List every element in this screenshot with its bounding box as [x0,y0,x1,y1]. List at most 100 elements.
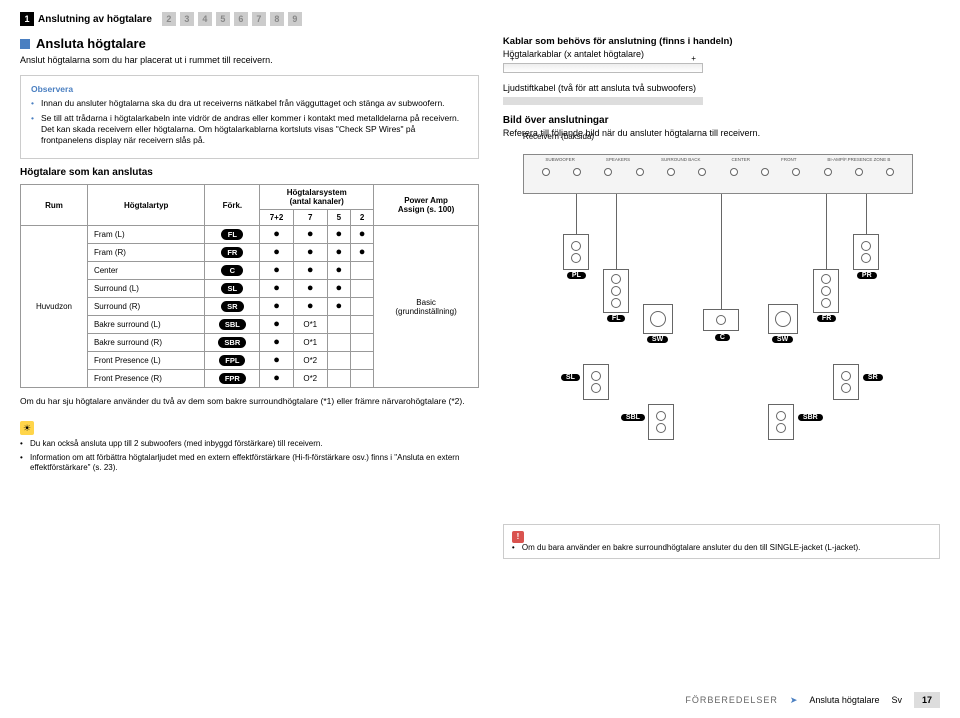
cell-dot: O*1 [293,316,327,334]
jack-icon [792,168,800,176]
step-label: Anslutning av högtalare [38,14,152,25]
wire [721,194,722,309]
jack-group: CENTER [732,157,751,162]
speaker-label-sw1: SW [647,336,668,343]
jack-icon [542,168,550,176]
cell-speaker-type: Fram (R) [87,244,205,262]
cell-dot: ● [327,280,350,298]
cell-speaker-type: Fram (L) [87,226,205,244]
cell-dot: ● [327,262,350,280]
speaker-abbr-tag: FR [221,247,243,258]
receiver-backpanel: SUBWOOFER SPEAKERS SURROUND BACK CENTER … [523,154,913,194]
connectable-heading: Högtalare som kan anslutas [20,167,479,178]
jack-icon [698,168,706,176]
th-subcol: 7+2 [260,210,294,226]
cell-dot [350,280,373,298]
cell-dot [350,316,373,334]
connection-diagram: Receivern (baksida) SUBWOOFER SPEAKERS S… [503,144,933,444]
cell-dot: ● [260,244,294,262]
speaker-pl [563,234,589,270]
cell-dot: ● [293,280,327,298]
footer-crumb-1: FÖRBEREDELSER [685,695,778,705]
cell-dot [327,334,350,352]
observera-note: Observera Innan du ansluter högtalarna s… [20,75,479,159]
cell-dot: ● [260,280,294,298]
pin-cable-label: Ljudstiftkabel (två för att ansluta två … [503,83,940,93]
jack-icon [573,168,581,176]
section-subtext: Anslut högtalarna som du har placerat ut… [20,55,479,65]
speaker-label-c: C [715,334,730,341]
wire [576,194,577,234]
speaker-abbr-tag: SBR [218,337,246,348]
cell-dot: ● [293,298,327,316]
cell-power-assign: Basic (grundinställning) [374,226,479,388]
speaker-abbr-tag: SL [221,283,243,294]
speaker-sbl [648,404,674,440]
speaker-pr [853,234,879,270]
cell-dot: ● [293,226,327,244]
cell-dot: ● [327,244,350,262]
speaker-abbr-tag: FPL [219,355,245,366]
cell-dot: ● [260,226,294,244]
wire [866,194,867,234]
speaker-sbr [768,404,794,440]
tips-block: ☀ Du kan också ansluta upp till 2 subwoo… [20,421,479,473]
cell-dot: ● [327,226,350,244]
cables-heading: Kablar som behövs för anslutning (finns … [503,36,940,47]
speaker-fr [813,269,839,313]
jack-icon [855,168,863,176]
wire [616,194,617,269]
cell-abbr: SL [205,280,260,298]
speaker-label-pr: PR [857,272,877,279]
jack-group: BI-AMP/F.PRESENCE ZONE B [827,157,890,162]
th-type: Högtalartyp [87,185,205,226]
tip-item: Information om att förbättra högtalarlju… [20,453,479,474]
cell-abbr: FPR [205,370,260,388]
cell-abbr: FR [205,244,260,262]
jack-group: SPEAKERS [606,157,630,162]
step-5: 5 [216,12,230,26]
subwoofer-1 [643,304,673,334]
th-subcol: 2 [350,210,373,226]
cell-speaker-type: Bakre surround (L) [87,316,205,334]
speaker-abbr-tag: SBL [219,319,246,330]
cell-dot [327,370,350,388]
chevron-right-icon: ➤ [790,695,798,706]
cell-abbr: SBL [205,316,260,334]
jack-icon [761,168,769,176]
note-title: Observera [31,84,468,94]
cables-sub: Högtalarkablar (x antalet högtalare) [503,49,940,59]
step-navigation: 1 Anslutning av högtalare 2 3 4 5 6 7 8 … [20,12,940,26]
jack-group: SURROUND BACK [661,157,701,162]
step-7: 7 [252,12,266,26]
cell-speaker-type: Surround (L) [87,280,205,298]
cell-dot: O*2 [293,370,327,388]
cell-dot: ● [260,262,294,280]
speaker-label-fl: FL [607,315,626,322]
diagram-heading: Bild över anslutningar [503,115,940,126]
th-subcol: 5 [327,210,350,226]
lightbulb-icon: ☀ [20,421,34,435]
speaker-abbr-tag: C [221,265,243,276]
speaker-table: Rum Högtalartyp Förk. Högtalarsystem (an… [20,184,479,388]
cell-dot [327,352,350,370]
jack-group: SUBWOOFER [545,157,575,162]
speaker-label-fr: FR [817,315,836,322]
page-number: 17 [914,692,940,708]
speaker-fl [603,269,629,313]
th-room: Rum [21,185,88,226]
speaker-abbr-tag: FL [221,229,243,240]
cell-abbr: SBR [205,334,260,352]
footer-crumb-2: Ansluta högtalare [809,695,879,705]
alert-note: ! •Om du bara använder en bakre surround… [503,524,940,559]
jack-icon [886,168,894,176]
backpanel-label: Receivern (baksida) [523,132,594,141]
heading-square-icon [20,39,30,49]
speaker-label-sw2: SW [772,336,793,343]
pin-cable-graphic [503,97,703,105]
step-8: 8 [270,12,284,26]
left-column: Ansluta högtalare Anslut högtalarna som … [20,36,479,559]
step-9: 9 [288,12,302,26]
jack-group: FRONT [781,157,797,162]
page-footer: FÖRBEREDELSER ➤ Ansluta högtalare Sv 17 [685,692,940,708]
